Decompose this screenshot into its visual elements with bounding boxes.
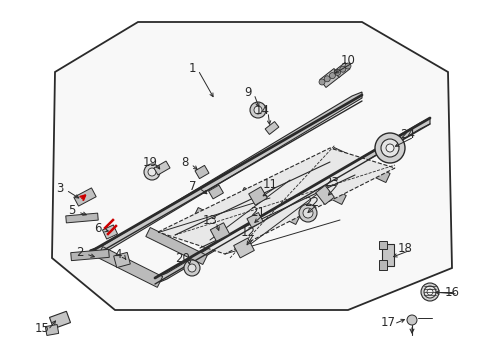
Polygon shape — [145, 228, 207, 265]
Text: 7: 7 — [189, 180, 196, 193]
Polygon shape — [378, 241, 386, 249]
Polygon shape — [71, 249, 109, 261]
Text: 11: 11 — [262, 179, 277, 192]
Polygon shape — [102, 225, 117, 239]
Polygon shape — [329, 148, 389, 183]
Text: 6: 6 — [94, 221, 102, 234]
Polygon shape — [90, 92, 361, 258]
Polygon shape — [195, 165, 208, 179]
Polygon shape — [378, 260, 386, 270]
Polygon shape — [155, 118, 429, 284]
Circle shape — [303, 208, 312, 218]
Circle shape — [426, 289, 432, 295]
Text: 23: 23 — [324, 175, 339, 189]
Polygon shape — [381, 244, 393, 266]
Circle shape — [318, 79, 325, 85]
Circle shape — [406, 315, 416, 325]
Text: 24: 24 — [400, 129, 415, 141]
Text: 2: 2 — [76, 246, 83, 258]
Text: 14: 14 — [254, 104, 269, 117]
Polygon shape — [239, 188, 300, 225]
Polygon shape — [193, 207, 254, 244]
Polygon shape — [248, 187, 267, 205]
Text: 9: 9 — [244, 85, 251, 99]
Polygon shape — [45, 324, 59, 336]
Circle shape — [329, 73, 335, 78]
Polygon shape — [52, 22, 451, 310]
Text: 20: 20 — [175, 252, 190, 265]
Circle shape — [183, 260, 200, 276]
Circle shape — [380, 139, 398, 157]
Circle shape — [334, 69, 340, 75]
Polygon shape — [74, 188, 96, 206]
Polygon shape — [65, 213, 98, 223]
Polygon shape — [285, 167, 346, 204]
Circle shape — [253, 106, 262, 114]
Circle shape — [420, 283, 438, 301]
Text: 17: 17 — [380, 315, 395, 328]
Circle shape — [339, 66, 345, 72]
Polygon shape — [97, 247, 163, 287]
Text: 15: 15 — [35, 321, 49, 334]
Text: 4: 4 — [114, 248, 122, 261]
Circle shape — [187, 264, 196, 272]
Polygon shape — [315, 185, 334, 204]
Polygon shape — [208, 185, 223, 199]
Text: 18: 18 — [397, 242, 411, 255]
Circle shape — [249, 102, 265, 118]
Polygon shape — [113, 252, 130, 267]
Circle shape — [298, 204, 316, 222]
Circle shape — [148, 168, 156, 176]
Text: 8: 8 — [181, 156, 188, 168]
Circle shape — [324, 76, 329, 82]
Text: 3: 3 — [56, 181, 63, 194]
Polygon shape — [233, 238, 254, 258]
Text: 5: 5 — [68, 203, 76, 216]
Polygon shape — [158, 148, 394, 254]
Text: 10: 10 — [340, 54, 355, 67]
Polygon shape — [319, 68, 340, 87]
Text: 22: 22 — [304, 195, 319, 208]
Polygon shape — [246, 212, 263, 228]
Polygon shape — [154, 161, 170, 175]
Text: 16: 16 — [444, 285, 459, 298]
Polygon shape — [333, 63, 349, 77]
Polygon shape — [264, 122, 278, 134]
Circle shape — [385, 144, 393, 152]
Text: 1: 1 — [188, 62, 195, 75]
Circle shape — [345, 63, 350, 69]
Text: 19: 19 — [142, 156, 157, 168]
Text: 13: 13 — [202, 213, 217, 226]
Circle shape — [374, 133, 404, 163]
Circle shape — [143, 164, 160, 180]
Circle shape — [423, 286, 435, 298]
Text: 12: 12 — [240, 225, 255, 238]
Polygon shape — [49, 311, 70, 329]
Text: 21: 21 — [250, 206, 265, 219]
Polygon shape — [210, 223, 229, 241]
